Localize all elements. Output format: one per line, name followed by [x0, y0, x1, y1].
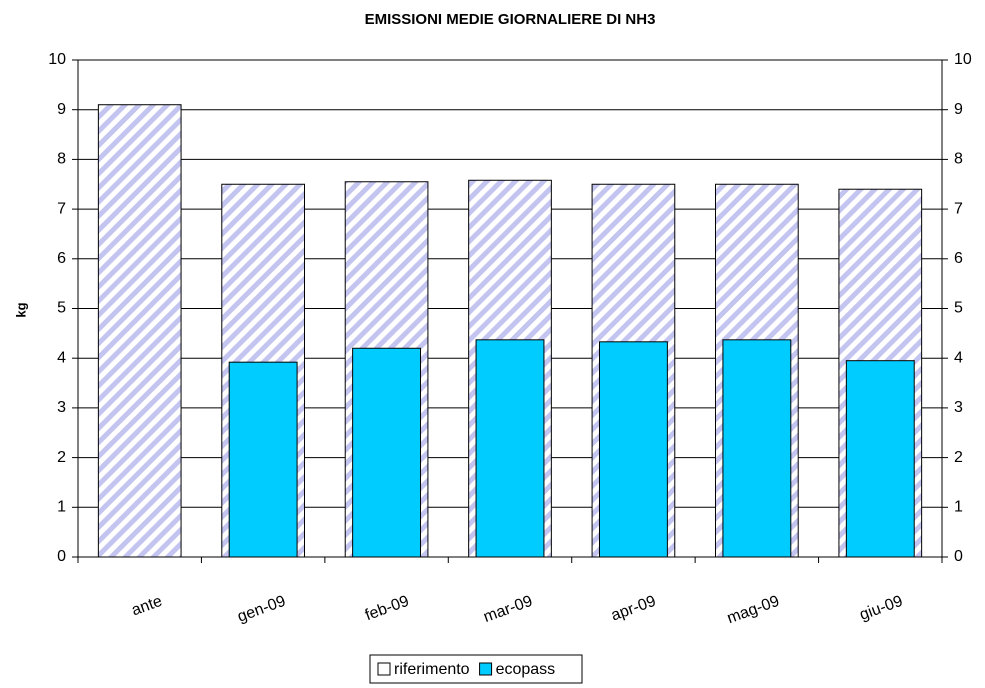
y-tick-label: 5 [57, 300, 66, 317]
bar [722, 339, 792, 558]
y2-tick-label: 0 [954, 548, 963, 565]
y2-tick-label: 4 [954, 349, 963, 366]
bar [845, 360, 915, 558]
y-tick-label: 6 [57, 250, 66, 267]
chart-title: EMISSIONI MEDIE GIORNALIERE DI NH3 [365, 11, 656, 28]
y-tick-label: 2 [57, 449, 66, 466]
x-tick-label: ante [129, 593, 164, 620]
y-tick-label: 4 [57, 349, 66, 366]
y2-tick-label: 9 [954, 101, 963, 118]
y2-tick-label: 7 [954, 200, 963, 217]
y2-tick-label: 10 [954, 51, 972, 68]
bar [475, 339, 545, 558]
x-tick-label: gen-09 [235, 593, 288, 626]
y2-tick-label: 1 [954, 499, 963, 516]
y2-tick-label: 6 [954, 250, 963, 267]
y-tick-label: 7 [57, 200, 66, 217]
y2-tick-label: 8 [954, 151, 963, 168]
legend: riferimento ecopass [369, 654, 583, 684]
x-tick-label: mag-09 [725, 593, 782, 628]
legend-box [369, 654, 583, 684]
y-tick-label: 3 [57, 399, 66, 416]
legend-label: riferimento [394, 661, 470, 678]
y-tick-label: 8 [57, 151, 66, 168]
bar [598, 341, 668, 558]
bar [228, 361, 298, 558]
x-tick-label: feb-09 [363, 593, 412, 625]
y-tick-label: 9 [57, 101, 66, 118]
x-tick-label: giu-09 [857, 593, 905, 624]
y2-tick-label: 2 [954, 449, 963, 466]
y-tick-label: 10 [48, 51, 66, 68]
y2-tick-label: 5 [954, 300, 963, 317]
legend-label: ecopass [496, 661, 556, 678]
y2-tick-label: 3 [954, 399, 963, 416]
x-tick-label: mar-09 [481, 593, 535, 626]
x-tick-label: apr-09 [609, 593, 658, 625]
y-tick-label: 1 [57, 499, 66, 516]
legend-swatch [479, 662, 493, 676]
bar [97, 104, 182, 558]
bar [352, 347, 422, 558]
y-tick-label: 0 [57, 548, 66, 565]
legend-swatch [377, 662, 391, 676]
y-axis-label: kg [13, 302, 28, 317]
